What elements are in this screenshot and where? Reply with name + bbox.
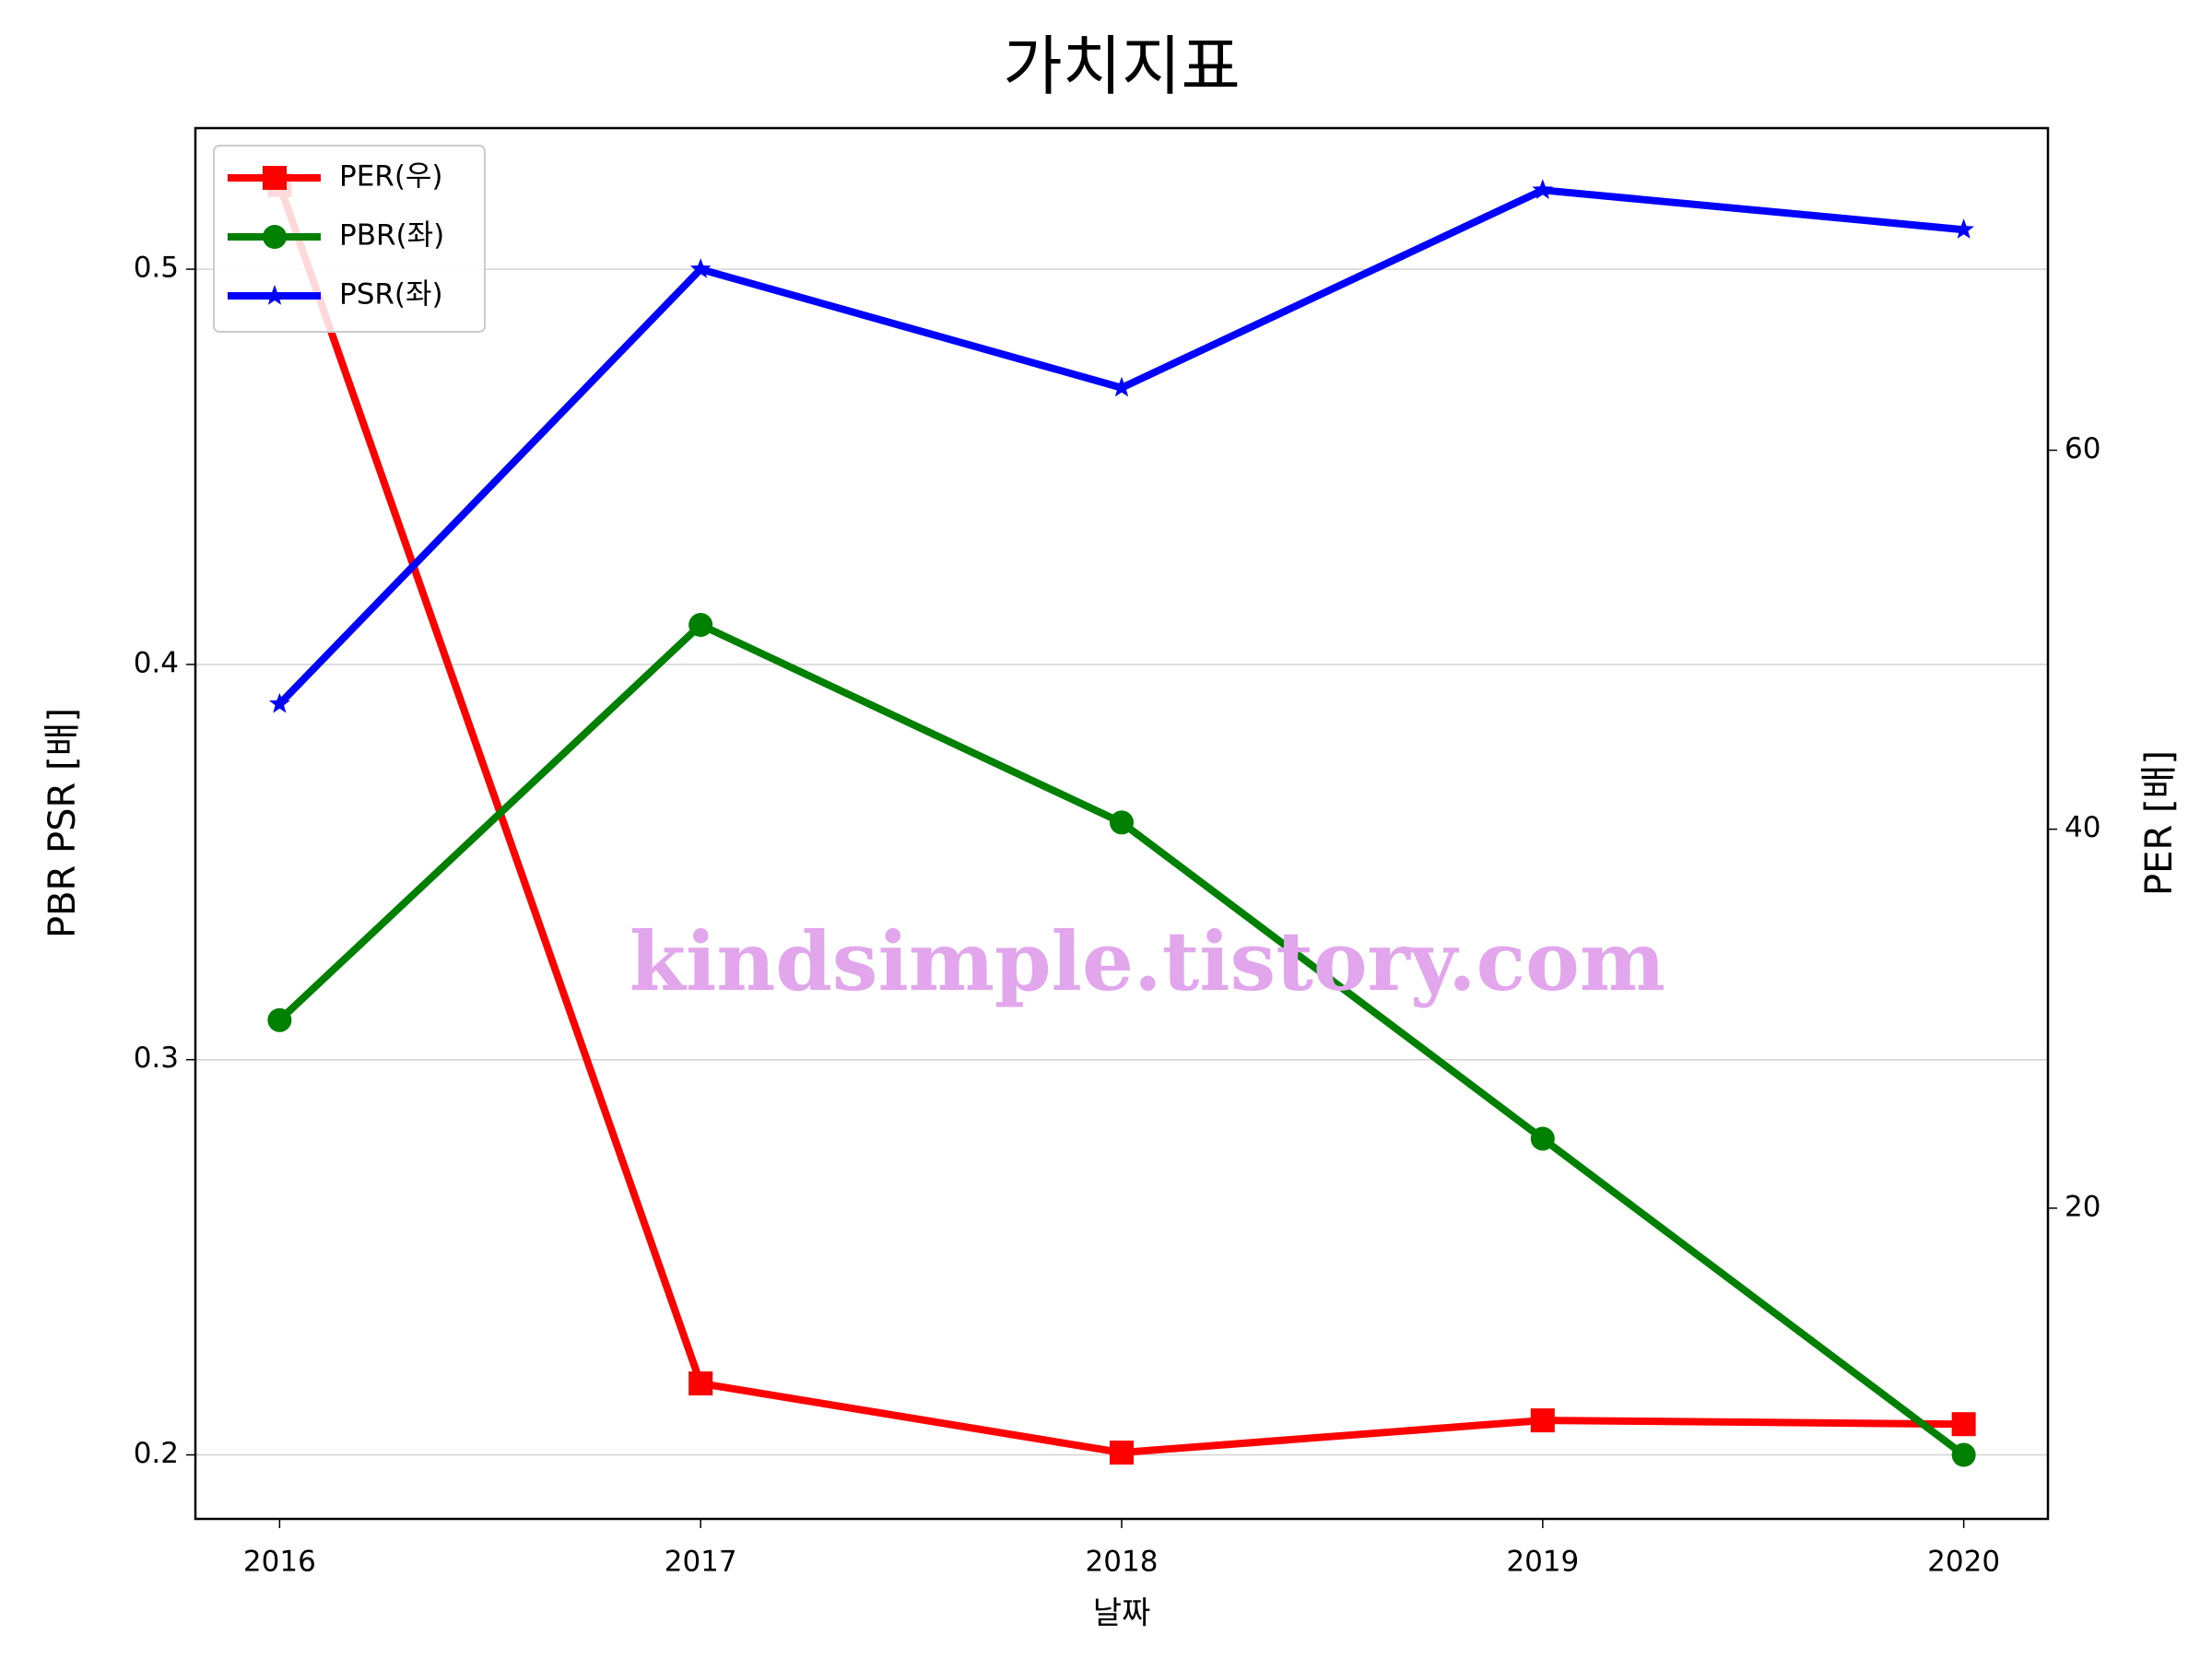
x-axis-label: 날짜 (1093, 1595, 1151, 1632)
marker (688, 1371, 713, 1396)
marker (688, 613, 713, 638)
marker (1953, 218, 1974, 239)
marker (1530, 1126, 1555, 1151)
marker (689, 258, 712, 278)
watermark: kindsimple.tistory.com (629, 913, 1665, 1009)
y2-axis-label: PER [배] (2138, 750, 2181, 896)
marker (1530, 1408, 1555, 1433)
y2-tick-label: 60 (2065, 432, 2100, 465)
marker (1111, 376, 1133, 397)
marker (1951, 1412, 1976, 1437)
x-tick-label: 2017 (665, 1546, 737, 1579)
plot-frame (194, 126, 2050, 1521)
marker (1951, 1442, 1976, 1467)
y-tick-label: 0.5 (134, 252, 179, 285)
legend-marker (263, 225, 287, 249)
marker (1110, 1441, 1134, 1465)
y-axis-label: PBR PSR [배] (41, 708, 84, 938)
y2-tick-label: 40 (2065, 811, 2100, 844)
legend-label: PBR(좌) (339, 219, 444, 253)
x-tick-label: 2019 (1506, 1546, 1579, 1579)
legend-label: PSR(좌) (339, 278, 443, 312)
legend-marker (263, 166, 287, 190)
marker (1110, 810, 1134, 835)
x-tick-label: 2020 (1927, 1546, 2000, 1579)
y2-tick-label: 20 (2065, 1190, 2100, 1223)
legend-label: PER(우) (339, 160, 443, 194)
legend-box (213, 145, 486, 333)
legend-marker (264, 285, 286, 305)
y-tick-label: 0.2 (134, 1437, 179, 1470)
y-tick-label: 0.4 (134, 646, 179, 679)
marker (1532, 179, 1554, 199)
marker (269, 692, 290, 713)
chart-title: 가치지표 (1003, 29, 1241, 104)
marker (267, 1007, 292, 1032)
x-tick-label: 2018 (1086, 1546, 1159, 1579)
y-tick-label: 0.3 (134, 1041, 179, 1075)
x-tick-label: 2016 (243, 1546, 316, 1579)
